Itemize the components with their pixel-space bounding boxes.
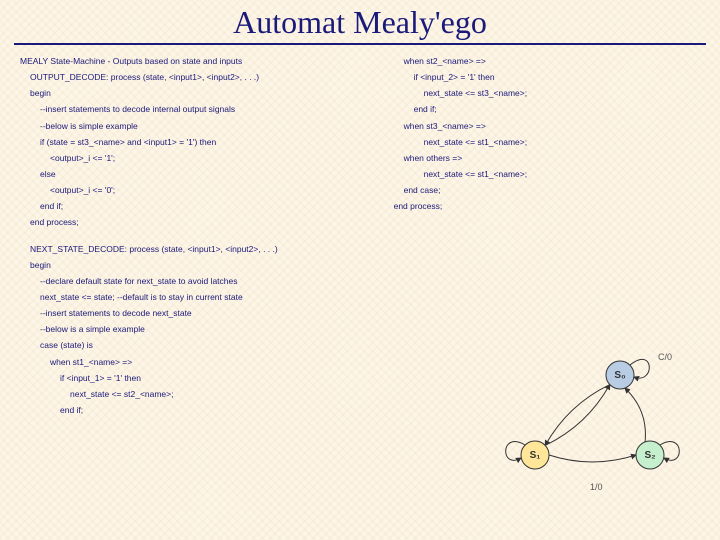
code-line: when st3_<name> =>	[374, 118, 700, 134]
svg-text:S₂: S₂	[644, 450, 655, 461]
code-line: --below is a simple example	[20, 321, 374, 337]
code-line: end process;	[20, 214, 374, 230]
svg-text:S₁: S₁	[530, 450, 541, 461]
svg-text:S₀: S₀	[614, 370, 625, 381]
code-line: case (state) is	[20, 337, 374, 353]
code-line: NEXT_STATE_DECODE: process (state, <inpu…	[20, 241, 374, 257]
code-column-left: MEALY State-Machine - Outputs based on s…	[20, 53, 374, 418]
code-line: <output>_i <= '1';	[20, 150, 374, 166]
svg-text:C/0: C/0	[658, 352, 672, 362]
code-line: begin	[20, 85, 374, 101]
code-line: next_state <= st1_<name>;	[374, 134, 700, 150]
title-underline	[14, 43, 706, 45]
code-line: next_state <= st1_<name>;	[374, 166, 700, 182]
code-line: else	[20, 166, 374, 182]
code-line: end if;	[20, 198, 374, 214]
code-line: next_state <= st3_<name>;	[374, 85, 700, 101]
code-line: MEALY State-Machine - Outputs based on s…	[20, 53, 374, 69]
code-line: next_state <= st2_<name>;	[20, 386, 374, 402]
code-line: when st1_<name> =>	[20, 354, 374, 370]
code-line: when others =>	[374, 150, 700, 166]
code-line: begin	[20, 257, 374, 273]
code-line: end case;	[374, 182, 700, 198]
code-line: if <input_1> = '1' then	[20, 370, 374, 386]
code-line: end if;	[374, 101, 700, 117]
code-line: --below is simple example	[20, 118, 374, 134]
slide-title: Automat Mealy'ego	[0, 0, 720, 43]
svg-text:1/0: 1/0	[590, 482, 603, 492]
code-line: <output>_i <= '0';	[20, 182, 374, 198]
code-line: --insert statements to decode next_state	[20, 305, 374, 321]
code-line: end process;	[374, 198, 700, 214]
code-line: if (state = st3_<name> and <input1> = '1…	[20, 134, 374, 150]
code-line: --declare default state for next_state t…	[20, 273, 374, 289]
code-line: if <input_2> = '1' then	[374, 69, 700, 85]
code-line: when st2_<name> =>	[374, 53, 700, 69]
code-line: OUTPUT_DECODE: process (state, <input1>,…	[20, 69, 374, 85]
code-line: end if;	[20, 402, 374, 418]
state-diagram: C/0 1/0 S₀ S₁ S₂	[490, 340, 690, 510]
code-line: --insert statements to decode internal o…	[20, 101, 374, 117]
code-line: next_state <= state; --default is to sta…	[20, 289, 374, 305]
